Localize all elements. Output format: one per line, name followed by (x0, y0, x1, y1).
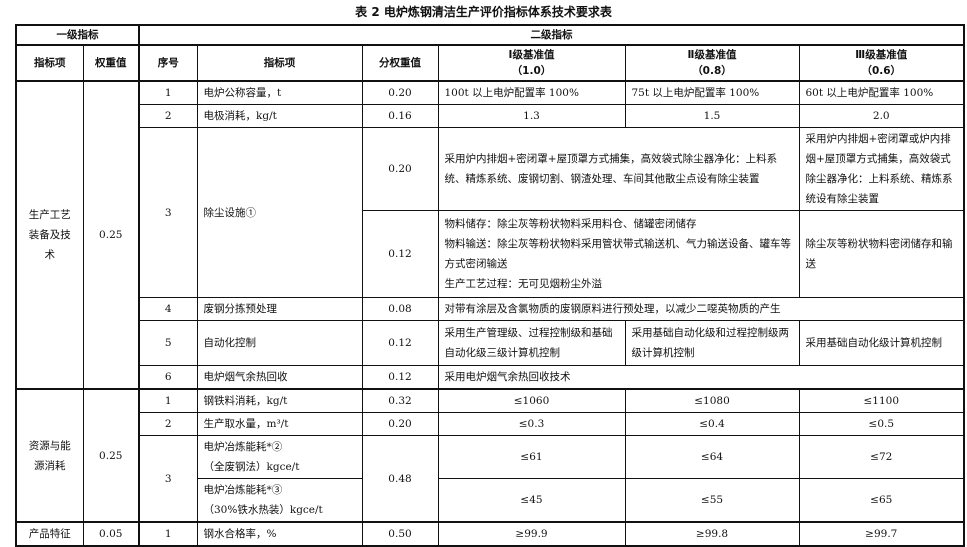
seq: 3 (138, 127, 198, 298)
seq: 4 (138, 297, 198, 321)
group-weight: 0.25 (82, 388, 140, 523)
evaluation-index-table: 一级指标 二级指标 指标项 权重值 序号 指标项 分权重值 Ⅰ级基准值 （1.0… (15, 24, 966, 547)
grade1-2: 物料储存：除尘灰等粉状物料采用料仓、储罐密闭储存 物料输送：除尘灰等粉状物料采用… (437, 210, 800, 298)
grade3: 采用基础自动化级计算机控制 (798, 320, 966, 366)
header-l1-item: 指标项 (15, 44, 84, 82)
grade2: ≤1080 (624, 388, 800, 413)
table-row: 资源与能 源消耗 0.25 1 钢铁料消耗，kg/t 0.32 ≤1060 ≤1… (15, 388, 966, 523)
item: 电炉公称容量，t (196, 80, 363, 105)
table-title: 表 2 电炉炼钢清洁生产评价指标体系技术要求表 (355, 5, 612, 19)
sub-weight: 0.12 (361, 320, 439, 366)
seq: 1 (138, 521, 198, 547)
item: 电炉烟气余热回收 (196, 365, 363, 390)
sub-weight: 0.08 (361, 297, 439, 321)
grade3: 2.0 (798, 104, 966, 128)
header-l1-weight: 权重值 (82, 44, 140, 82)
header-row-2: 指标项 权重值 序号 指标项 分权重值 Ⅰ级基准值 （1.0） Ⅱ级基准值 （0… (15, 44, 966, 82)
grade3: ≤1100 (798, 388, 966, 413)
seq: 2 (138, 412, 198, 436)
header-grade3: Ⅲ级基准值 （0.6） (798, 44, 966, 82)
grade-all: 对带有涂层及含氯物质的废钢原料进行预处理，以减少二噁英物质的产生 (437, 297, 966, 321)
header-l2-item: 指标项 (196, 44, 363, 82)
item: 除尘设施① (196, 127, 363, 298)
table-row: 产品特征 0.05 1 钢水合格率，% 0.50 ≥99.9 ≥99.8 ≥99… (15, 521, 966, 547)
grade3: ≥99.7 (798, 521, 966, 547)
grade1: 100t 以上电炉配置率 100% (437, 80, 626, 105)
sub-weight: 0.16 (361, 104, 439, 128)
item: 电炉冶炼能耗*③ （30%铁水热装）kgce/t (196, 478, 363, 523)
grade1: ≤45 (437, 478, 626, 523)
table-row: 电炉冶炼能耗*③ （30%铁水热装）kgce/t ≤45 ≤55 ≤65 (16, 478, 966, 523)
grade1: ≤0.3 (437, 412, 626, 436)
grade3: 60t 以上电炉配置率 100% (798, 80, 966, 105)
grade1-2: 采用炉内排烟+密闭罩+屋顶罩方式捕集，高效袋式除尘器净化：上料系统、精炼系统、废… (437, 127, 800, 211)
grade1: ≥99.9 (437, 521, 626, 547)
sub-weight: 0.50 (361, 521, 439, 547)
table-row: 5 自动化控制 0.12 采用生产管理级、过程控制级和基础自动化级三级计算机控制… (16, 320, 966, 366)
table-row: 2 生产取水量，m³/t 0.20 ≤0.3 ≤0.4 ≤0.5 (16, 412, 966, 436)
header-level2: 二级指标 (138, 24, 966, 46)
seq: 2 (138, 104, 198, 128)
table-row: 3 除尘设施① 0.20 采用炉内排烟+密闭罩+屋顶罩方式捕集，高效袋式除尘器净… (16, 127, 966, 298)
item: 生产取水量，m³/t (196, 412, 363, 436)
table-row: 2 电极消耗，kg/t 0.16 1.3 1.5 2.0 (16, 104, 966, 128)
table-row: 4 废钢分拣预处理 0.08 对带有涂层及含氯物质的废钢原料进行预处理，以减少二… (16, 297, 966, 321)
sub-weight: 0.20 (361, 127, 439, 211)
grade-all: 采用电炉烟气余热回收技术 (437, 365, 966, 390)
item: 废钢分拣预处理 (196, 297, 363, 321)
sub-weight: 0.20 (361, 80, 439, 105)
sub-weight: 0.32 (361, 388, 439, 413)
seq: 3 (138, 435, 198, 523)
sub-weight: 0.48 (361, 435, 439, 523)
grade2: 采用基础自动化级和过程控制级两级计算机控制 (624, 320, 800, 366)
item: 钢水合格率，% (196, 521, 363, 547)
group-name: 资源与能 源消耗 (15, 388, 84, 523)
grade2: 75t 以上电炉配置率 100% (624, 80, 800, 105)
header-seq: 序号 (138, 44, 198, 82)
group-weight: 0.25 (82, 80, 140, 390)
item: 电极消耗，kg/t (196, 104, 363, 128)
group-weight: 0.05 (82, 521, 140, 547)
header-row-1: 一级指标 二级指标 (15, 24, 966, 46)
item: 自动化控制 (196, 320, 363, 366)
group-name: 产品特征 (15, 521, 84, 547)
grade3: 采用炉内排烟+密闭罩或炉内排烟+屋顶罩方式捕集，高效袋式除尘器净化：上料系统、精… (798, 127, 966, 211)
table-row: 6 电炉烟气余热回收 0.12 采用电炉烟气余热回收技术 (16, 365, 966, 390)
header-grade2: Ⅱ级基准值 （0.8） (624, 44, 800, 82)
header-sub-weight: 分权重值 (361, 44, 439, 82)
grade1: 采用生产管理级、过程控制级和基础自动化级三级计算机控制 (437, 320, 626, 366)
header-level1: 一级指标 (15, 24, 140, 46)
item: 钢铁料消耗，kg/t (196, 388, 363, 413)
group-name: 生产工艺 装备及技 术 (15, 80, 84, 390)
grade3: ≤0.5 (798, 412, 966, 436)
grade3: ≤72 (798, 435, 966, 479)
grade3: 除尘灰等粉状物料密闭储存和输送 (798, 210, 966, 298)
item: 电炉冶炼能耗*② （全废钢法）kgce/t (196, 435, 363, 479)
grade2: ≤64 (624, 435, 800, 479)
grade3: ≤65 (798, 478, 966, 523)
grade1: ≤1060 (437, 388, 626, 413)
grade2: 1.5 (624, 104, 800, 128)
grade2: ≥99.8 (624, 521, 800, 547)
sub-weight: 0.12 (361, 365, 439, 390)
seq: 1 (138, 388, 198, 413)
table-row: 生产工艺 装备及技 术 0.25 1 电炉公称容量，t 0.20 100t 以上… (15, 80, 966, 390)
sub-weight: 0.20 (361, 412, 439, 436)
grade2: ≤55 (624, 478, 800, 523)
grade2: ≤0.4 (624, 412, 800, 436)
grade1: ≤61 (437, 435, 626, 479)
seq: 1 (138, 80, 198, 105)
sub-weight: 0.12 (361, 210, 439, 298)
table-row: 0.12 物料储存：除尘灰等粉状物料采用料仓、储罐密闭储存 物料输送：除尘灰等粉… (16, 210, 966, 298)
seq: 5 (138, 320, 198, 366)
seq: 6 (138, 365, 198, 390)
table-row: 3 电炉冶炼能耗*② （全废钢法）kgce/t 0.48 ≤61 ≤64 ≤72 (16, 435, 966, 523)
grade1: 1.3 (437, 104, 626, 128)
header-grade1: Ⅰ级基准值 （1.0） (437, 44, 626, 82)
